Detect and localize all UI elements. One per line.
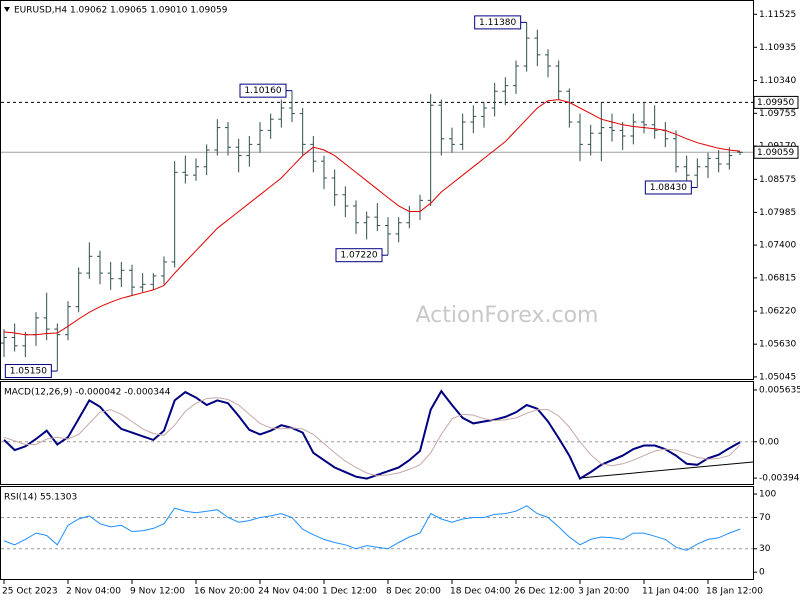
y-tick-label: 30 (759, 544, 771, 554)
y-tick-label: 1.06220 (759, 307, 796, 317)
watermark: ActionForex.com (416, 303, 599, 328)
y-tick-label: 1.06815 (759, 273, 796, 283)
price-pane (0, 0, 754, 380)
level-label-box (753, 95, 799, 109)
x-tick-label: 24 Nov 04:00 (258, 587, 319, 597)
y-tick-label: 100 (759, 490, 776, 500)
y-tick-label: 1.11525 (759, 10, 796, 20)
y-tick-label: 1.08575 (759, 175, 796, 185)
y-tick-label: 1.05630 (759, 340, 796, 350)
x-tick-label: 25 Oct 2023 (2, 587, 58, 597)
x-tick-label: 16 Nov 20:00 (194, 587, 255, 597)
indicator-line (3, 397, 741, 477)
y-tick-label: 1.07985 (759, 208, 796, 218)
y-tick-label: 0.00 (759, 437, 779, 447)
annotation-label: 1.07220 (340, 251, 377, 261)
indicator-line (3, 505, 741, 551)
x-tick-label: 2 Nov 04:00 (66, 587, 121, 597)
level-label: 1.09950 (757, 98, 794, 108)
annotation-label: 1.10160 (244, 86, 281, 96)
y-tick-label: 1.05045 (759, 372, 796, 382)
macd-pane (0, 381, 754, 485)
level-label-box (753, 145, 799, 159)
pane-title: MACD(12,26,9) -0.000042 -0.000344 (4, 388, 171, 398)
rsi-pane (0, 486, 754, 580)
x-tick-label: 8 Dec 20:00 (386, 587, 441, 597)
y-tick-label: 1.07400 (759, 241, 796, 251)
y-tick-label: 1.09755 (759, 109, 796, 119)
x-tick-label: 11 Jan 04:00 (642, 587, 699, 597)
title-icon (4, 7, 10, 12)
x-tick-label: 9 Nov 12:00 (130, 587, 185, 597)
x-tick-label: 18 Jan 12:00 (706, 587, 763, 597)
annotation-box (4, 364, 52, 379)
annotation-box (335, 248, 383, 263)
annotation-label: 1.05150 (10, 367, 47, 377)
indicator-line (3, 99, 741, 336)
x-tick-label: 18 Dec 04:00 (450, 587, 511, 597)
level-label: 1.09059 (757, 148, 794, 158)
x-tick-label: 3 Jan 20:00 (578, 587, 630, 597)
x-tick-label: 1 Dec 12:00 (322, 587, 377, 597)
indicator-line (3, 389, 741, 481)
y-tick-label: 0 (759, 568, 765, 578)
y-tick-label: -0.003949 (759, 474, 800, 484)
y-tick-label: 70 (759, 513, 771, 523)
trend-line (579, 461, 754, 479)
x-tick-label: 26 Dec 12:00 (514, 587, 575, 597)
y-tick-label: 0.005635 (759, 385, 800, 395)
annotation-label: 1.11380 (479, 18, 516, 28)
pane-title: EURUSD,H4 1.09062 1.09065 1.09010 1.0905… (14, 6, 228, 16)
pane-title: RSI(14) 55.1303 (4, 493, 77, 503)
y-tick-label: 1.10340 (759, 76, 796, 86)
annotation-box (474, 15, 522, 30)
y-tick-label: 1.10935 (759, 43, 796, 53)
annotation-label: 1.08430 (650, 183, 687, 193)
annotation-box (644, 180, 692, 195)
annotation-box (239, 83, 287, 98)
